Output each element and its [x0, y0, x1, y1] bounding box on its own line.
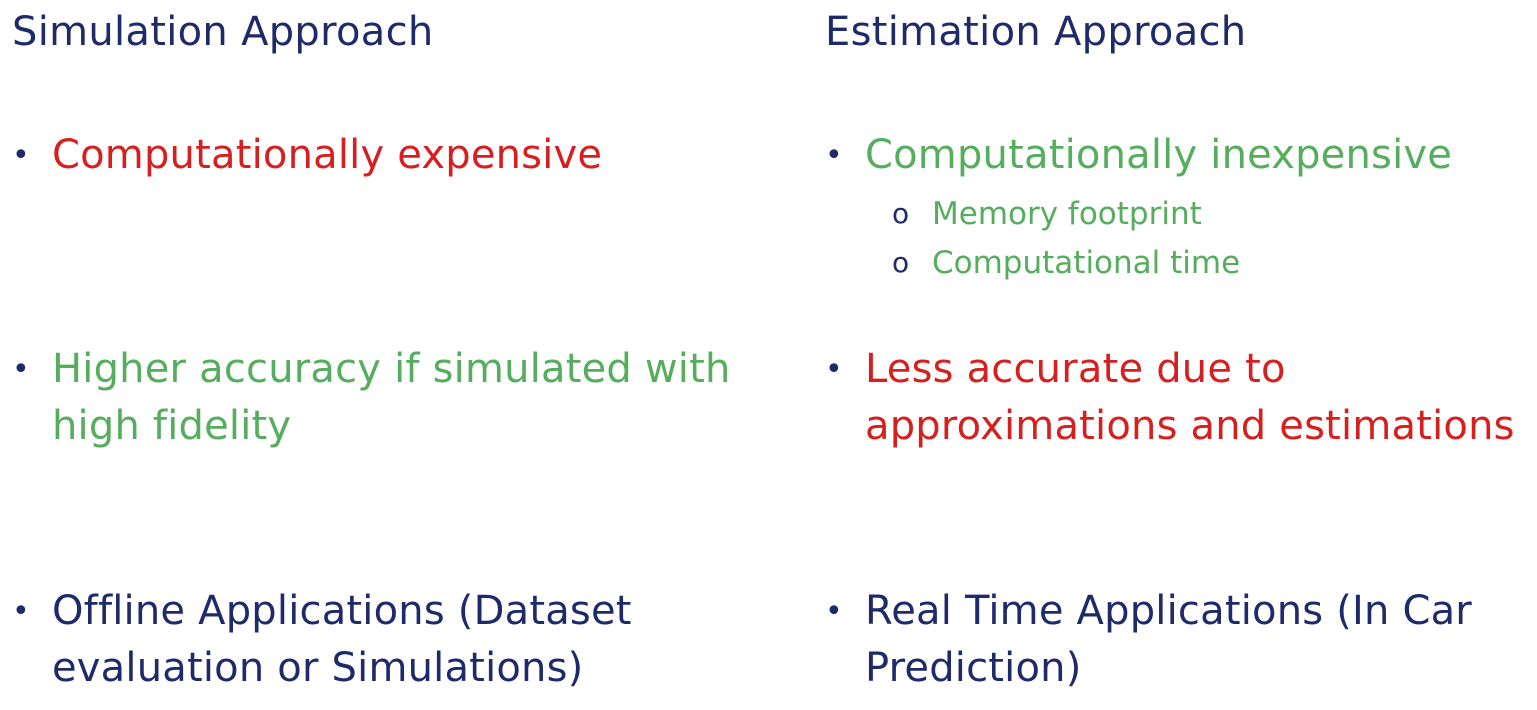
right-bullet-1-text: Computationally inexpensive [865, 132, 1453, 178]
simulation-approach-heading: Simulation Approach [12, 9, 434, 55]
right-bullet-3-line-2: Prediction) [865, 645, 1082, 691]
right-bullet-2-line-2: approximations and estimations [865, 403, 1515, 449]
right-subitem-2-text: Computational time [932, 245, 1241, 281]
left-bullet-2-line-2: high fidelity [52, 403, 292, 449]
bullet-dot-icon: • [825, 138, 843, 173]
left-bullet-3-line-2: evaluation or Simulations) [52, 645, 584, 691]
bullet-dot-icon: • [12, 352, 30, 387]
estimation-approach-heading: Estimation Approach [825, 9, 1247, 55]
bullet-dot-icon: • [12, 594, 30, 629]
left-bullet-3-line-1: Offline Applications (Dataset [52, 588, 632, 634]
bullet-dot-icon: • [825, 594, 843, 629]
right-subitem-1-text: Memory footprint [932, 196, 1202, 232]
left-bullet-1-text: Computationally expensive [52, 132, 603, 178]
left-bullet-2-line-1: Higher accuracy if simulated with [52, 346, 731, 392]
sub-bullet-circle-icon: o [892, 246, 910, 279]
right-bullet-2-line-1: Less accurate due to [865, 346, 1286, 392]
bullet-dot-icon: • [12, 138, 30, 173]
bullet-dot-icon: • [825, 352, 843, 387]
sub-bullet-circle-icon: o [892, 197, 910, 230]
right-bullet-3-line-1: Real Time Applications (In Car [865, 588, 1472, 634]
